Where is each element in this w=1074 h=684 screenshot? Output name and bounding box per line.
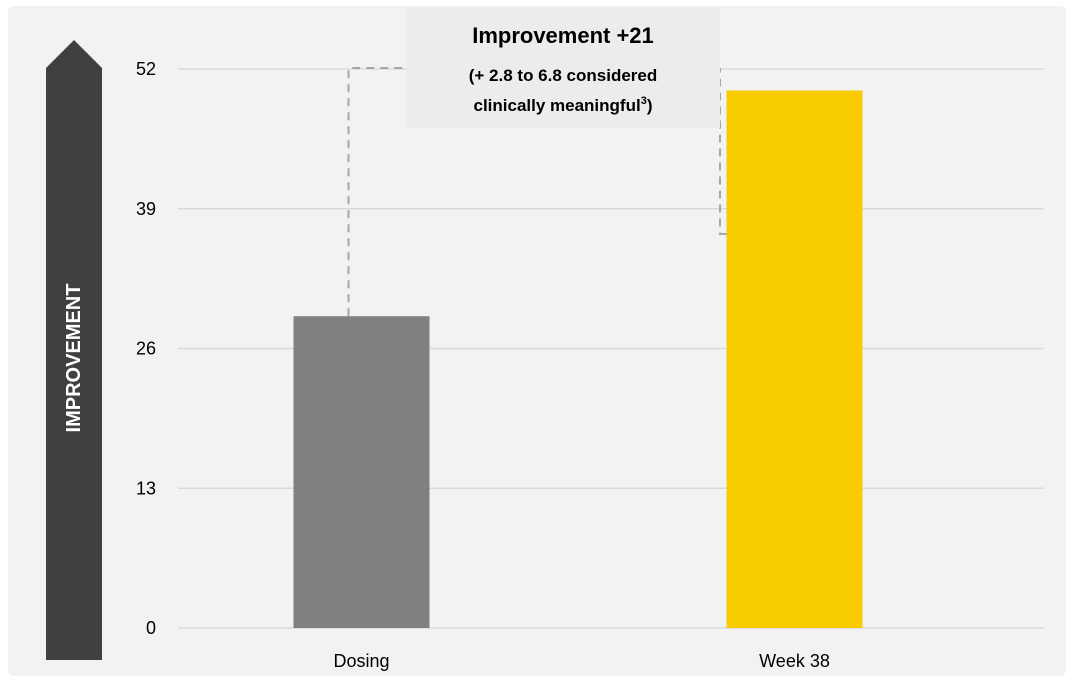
y-tick-label: 0 <box>146 618 156 638</box>
annotation-line-2-end: ) <box>647 96 653 115</box>
leader-line-dosing <box>347 67 406 317</box>
y-tick-label: 13 <box>136 478 156 498</box>
y-tick-label: 26 <box>136 339 156 359</box>
x-tick-labels: Dosing Week 38 <box>333 651 829 671</box>
annotation-box <box>406 8 720 128</box>
bars <box>293 90 863 628</box>
annotation-superscript: 3 <box>641 95 647 107</box>
annotation-line-1: (+ 2.8 to 6.8 considered <box>469 66 658 85</box>
x-tick-label: Week 38 <box>759 651 830 671</box>
annotation-line-2-text: clinically meaningful <box>473 96 640 115</box>
annotation-title: Improvement +21 <box>472 23 654 48</box>
annotation-callout: Improvement +21 (+ 2.8 to 6.8 considered… <box>406 8 720 128</box>
x-tick-label: Dosing <box>333 651 389 671</box>
bar-dosing <box>293 316 430 628</box>
y-tick-label: 52 <box>136 59 156 79</box>
bar-week-38 <box>726 90 863 628</box>
y-axis-label: IMPROVEMENT <box>63 284 85 433</box>
y-tick-labels: 0 13 26 39 52 <box>136 59 156 638</box>
y-axis-arrow <box>46 40 102 660</box>
annotation-line-2: clinically meaningful3) <box>473 95 652 115</box>
y-tick-label: 39 <box>136 199 156 219</box>
